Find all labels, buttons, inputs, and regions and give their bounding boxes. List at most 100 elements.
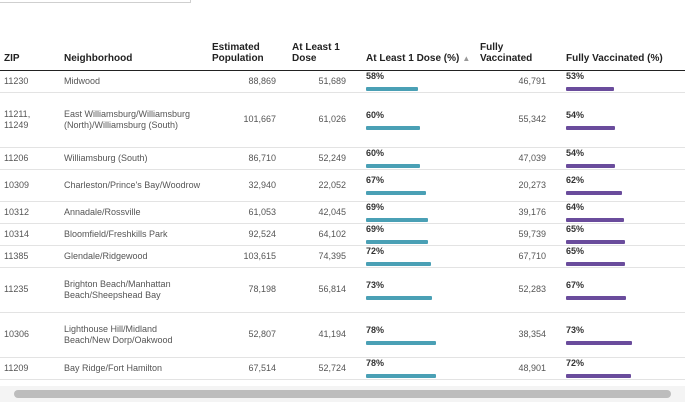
fully-vaccinated-pct-label: 62% [566,175,585,185]
fully-vaccinated-cell: 47,039 [476,147,558,170]
header-fully[interactable]: Fully Vaccinated [476,22,558,71]
fully-vaccinated-cell: 39,176 [476,201,558,224]
fully-vaccinated-pct-label: 67% [566,279,585,290]
one-dose-pct-bar [366,125,420,130]
fully-vaccinated-pct-label: 73% [566,324,585,335]
one-dose-cell: 52,724 [288,357,358,380]
neighborhood-cell: Glendale/Ridgewood [60,245,208,268]
header-population[interactable]: Estimated Population [208,22,288,71]
zip-cell: 10309 [0,169,60,202]
table-viewport: ZIP Neighborhood Estimated Population At… [0,22,685,380]
fully-vaccinated-pct-label: 54% [566,148,585,158]
fully-vaccinated-pct-cell: 65% [558,245,685,268]
one-dose-pct-bar [366,164,420,168]
one-dose-pct-cell: 73% [358,267,476,313]
vaccination-table: ZIP Neighborhood Estimated Population At… [0,22,685,380]
fully-vaccinated-cell: 46,791 [476,70,558,93]
one-dose-pct-bar [366,295,432,300]
fully-vaccinated-pct-cell: 54% [558,147,685,170]
one-dose-cell: 52,249 [288,147,358,170]
one-dose-pct-cell: 69% [358,223,476,246]
fully-vaccinated-cell: 55,342 [476,92,558,148]
population-cell: 92,524 [208,223,288,246]
fully-vaccinated-pct-cell: 65% [558,223,685,246]
neighborhood-cell: Annadale/Rossville [60,201,208,224]
one-dose-cell: 22,052 [288,169,358,202]
neighborhood-cell: Bay Ridge/Fort Hamilton [60,357,208,380]
one-dose-cell: 56,814 [288,267,358,313]
fully-vaccinated-cell: 59,739 [476,223,558,246]
population-cell: 86,710 [208,147,288,170]
one-dose-pct-bar [366,218,428,222]
one-dose-cell: 64,102 [288,223,358,246]
fully-vaccinated-pct-bar [566,125,615,130]
fully-vaccinated-pct-cell: 73% [558,312,685,358]
zip-cell: 11230 [0,70,60,93]
fully-vaccinated-cell: 48,901 [476,357,558,380]
population-cell: 52,807 [208,312,288,358]
fully-vaccinated-cell: 67,710 [476,245,558,268]
header-one-dose-pct[interactable]: At Least 1 Dose (%) ▲ [358,22,476,71]
neighborhood-cell: Brighton Beach/Manhattan Beach/Sheepshea… [60,267,208,313]
one-dose-pct-bar [366,191,426,195]
neighborhood-cell: Midwood [60,70,208,93]
sort-ascending-icon[interactable]: ▲ [462,53,471,63]
table-row: 11209 Bay Ridge/Fort Hamilton 67,514 52,724… [0,357,685,380]
one-dose-pct-bar [366,240,428,244]
one-dose-pct-label: 67% [366,175,385,185]
header-neighborhood[interactable]: Neighborhood [60,22,208,71]
fully-vaccinated-pct-bar [566,240,625,244]
neighborhood-cell: Williamsburg (South) [60,147,208,170]
one-dose-pct-cell: 78% [358,312,476,358]
header-row: ZIP Neighborhood Estimated Population At… [0,22,685,71]
header-one-dose[interactable]: At Least 1 Dose [288,22,358,71]
zip-cell: 11385 [0,245,60,268]
one-dose-pct-label: 78% [366,358,385,368]
one-dose-pct-label: 69% [366,202,385,212]
one-dose-pct-label: 73% [366,279,385,290]
one-dose-pct-cell: 72% [358,245,476,268]
fully-vaccinated-pct-bar [566,218,624,222]
population-cell: 61,053 [208,201,288,224]
one-dose-cell: 42,045 [288,201,358,224]
zip-cell: 11211, 11249 [0,92,60,148]
horizontal-scrollbar-thumb[interactable] [14,390,671,398]
fully-vaccinated-pct-cell: 53% [558,70,685,93]
table-row: 11385 Glendale/Ridgewood 103,615 74,395 72% 6… [0,245,685,268]
one-dose-pct-label: 78% [366,324,385,335]
one-dose-pct-bar [366,262,431,266]
fully-vaccinated-cell: 38,354 [476,312,558,358]
one-dose-pct-cell: 60% [358,147,476,170]
fully-vaccinated-pct-bar [566,87,614,91]
zip-cell: 11209 [0,357,60,380]
one-dose-cell: 74,395 [288,245,358,268]
fully-vaccinated-pct-bar [566,340,632,345]
fully-vaccinated-pct-label: 65% [566,224,585,234]
fully-vaccinated-pct-cell: 72% [558,357,685,380]
header-zip[interactable]: ZIP [0,22,60,71]
fully-vaccinated-pct-bar [566,262,625,266]
table-row: 11206 Williamsburg (South) 86,710 52,249 60%… [0,147,685,170]
one-dose-cell: 51,689 [288,70,358,93]
fully-vaccinated-pct-label: 64% [566,202,585,212]
fully-vaccinated-cell: 20,273 [476,169,558,202]
neighborhood-cell: East Williamsburg/Williamsburg (North)/W… [60,92,208,148]
zip-cell: 10312 [0,201,60,224]
one-dose-pct-cell: 67% [358,169,476,202]
fully-vaccinated-pct-bar [566,295,626,300]
fully-vaccinated-pct-label: 54% [566,109,585,120]
population-cell: 88,869 [208,70,288,93]
zip-cell: 10306 [0,312,60,358]
table-row: 10314 Bloomfield/Freshkills Park 92,524 64,… [0,223,685,246]
population-cell: 32,940 [208,169,288,202]
fully-vaccinated-pct-label: 65% [566,246,585,256]
fully-vaccinated-pct-label: 53% [566,71,585,81]
one-dose-pct-label: 58% [366,71,385,81]
one-dose-pct-cell: 60% [358,92,476,148]
population-cell: 67,514 [208,357,288,380]
fully-vaccinated-cell: 52,283 [476,267,558,313]
zip-cell: 11206 [0,147,60,170]
population-cell: 101,667 [208,92,288,148]
fully-vaccinated-pct-bar [566,164,615,168]
header-fully-pct[interactable]: Fully Vaccinated (%) [558,22,685,71]
